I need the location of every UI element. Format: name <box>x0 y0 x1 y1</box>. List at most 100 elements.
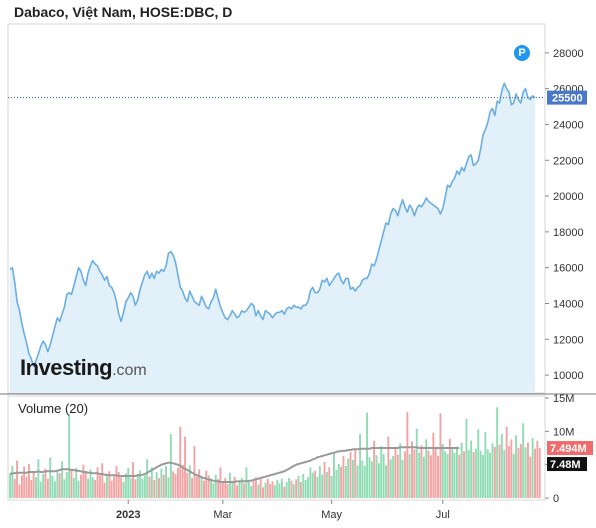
volume-bar-3 <box>16 460 18 498</box>
volume-bar-159 <box>385 465 387 498</box>
price-tick-label-2: 24000 <box>553 119 584 131</box>
volume-bar-210 <box>505 426 508 498</box>
volume-bar-69 <box>172 471 175 498</box>
volume-bar-148 <box>359 434 361 498</box>
volume-bar-87 <box>214 474 217 498</box>
volume-bar-111 <box>271 481 274 498</box>
volume-bar-203 <box>489 452 491 498</box>
volume-bar-32 <box>84 472 87 498</box>
logo-suffix: .com <box>112 362 147 379</box>
volume-bar-119 <box>290 480 293 498</box>
volume-bar-172 <box>415 428 418 498</box>
volume-bar-74 <box>184 436 186 498</box>
price-series-line <box>9 82 536 367</box>
volume-bar-19 <box>54 481 56 498</box>
volume-bar-6 <box>23 466 26 498</box>
volume-bar-181 <box>437 456 439 498</box>
volume-bar-215 <box>517 448 520 498</box>
volume-last-label: 7.494M <box>550 443 587 455</box>
volume-bar-76 <box>188 465 191 498</box>
volume-bar-147 <box>356 465 359 498</box>
volume-bar-31 <box>82 464 85 498</box>
volume-bar-201 <box>484 432 487 498</box>
volume-bar-56 <box>141 478 144 498</box>
volume-bar-84 <box>207 475 210 498</box>
volume-bar-130 <box>316 476 319 498</box>
volume-bar-161 <box>389 459 392 498</box>
volume-bar-198 <box>477 429 480 498</box>
volume-bar-109 <box>266 478 269 498</box>
volume-bar-121 <box>295 479 298 498</box>
last-price-tag <box>547 90 587 105</box>
volume-bar-86 <box>212 483 215 498</box>
volume-bar-62 <box>155 472 158 498</box>
volume-bar-51 <box>129 478 132 498</box>
volume-bar-224 <box>538 448 541 498</box>
price-tick-label-3: 22000 <box>553 155 584 167</box>
volume-bar-97 <box>238 482 241 498</box>
volume-bar-120 <box>292 484 295 498</box>
volume-bar-171 <box>413 449 416 498</box>
x-tick-label-0: 2023 <box>116 509 140 521</box>
volume-bar-134 <box>325 472 328 498</box>
volume-bar-188 <box>453 452 456 498</box>
volume-bar-137 <box>333 452 335 498</box>
volume-panel-title: Volume (20) <box>18 401 89 416</box>
volume-bar-70 <box>174 474 177 498</box>
volume-bar-95 <box>233 476 236 498</box>
volume-bar-144 <box>349 452 352 498</box>
volume-bar-143 <box>347 458 350 498</box>
price-tick-label-5: 18000 <box>553 227 584 239</box>
volume-bar-157 <box>380 446 383 498</box>
volume-bar-186 <box>448 438 451 498</box>
volume-bar-166 <box>401 460 404 498</box>
volume-tick-label-0: 15M <box>553 393 574 405</box>
volume-bar-12 <box>37 459 40 498</box>
volume-bar-184 <box>444 451 447 498</box>
volume-bar-81 <box>200 478 203 498</box>
volume-bar-116 <box>283 486 286 498</box>
volume-bar-145 <box>352 460 354 498</box>
volume-bar-8 <box>28 464 30 498</box>
investing-logo: Investing.com <box>20 355 147 381</box>
volume-bar-16 <box>46 478 49 498</box>
volume-tick-label-3: 0 <box>553 493 559 505</box>
logo-main: Investing <box>20 355 113 380</box>
volume-bar-43 <box>110 480 113 498</box>
volume-bar-61 <box>153 480 156 498</box>
volume-bar-151 <box>366 412 368 498</box>
volume-bar-10 <box>32 471 35 498</box>
volume-bar-185 <box>446 454 449 498</box>
volume-bar-30 <box>80 474 82 498</box>
volume-bar-79 <box>195 476 198 498</box>
volume-bar-29 <box>77 480 80 498</box>
volume-bar-91 <box>224 478 227 498</box>
volume-bar-154 <box>373 440 376 498</box>
volume-bar-68 <box>169 434 172 498</box>
volume-bar-92 <box>226 484 229 498</box>
volume-bar-38 <box>98 475 101 498</box>
volume-bar-78 <box>193 446 196 498</box>
volume-bar-131 <box>318 466 321 498</box>
volume-bar-57 <box>143 475 146 498</box>
volume-bar-128 <box>311 472 314 498</box>
volume-bar-15 <box>44 468 47 498</box>
volume-ma-tag <box>547 457 587 472</box>
volume-bar-213 <box>512 454 515 498</box>
volume-bar-20 <box>56 470 59 498</box>
volume-bar-219 <box>527 442 529 498</box>
p-badge-icon[interactable]: P <box>514 45 530 61</box>
volume-bar-54 <box>136 474 139 498</box>
volume-bar-75 <box>186 472 189 498</box>
volume-bar-103 <box>252 481 255 498</box>
volume-bar-18 <box>51 476 54 498</box>
volume-bar-139 <box>337 464 340 498</box>
volume-bar-180 <box>434 448 437 498</box>
volume-bar-49 <box>124 473 127 498</box>
volume-bar-211 <box>508 446 510 498</box>
price-tick-label-4: 20000 <box>553 191 584 203</box>
volume-bar-53 <box>134 479 137 498</box>
volume-bar-195 <box>470 440 473 498</box>
